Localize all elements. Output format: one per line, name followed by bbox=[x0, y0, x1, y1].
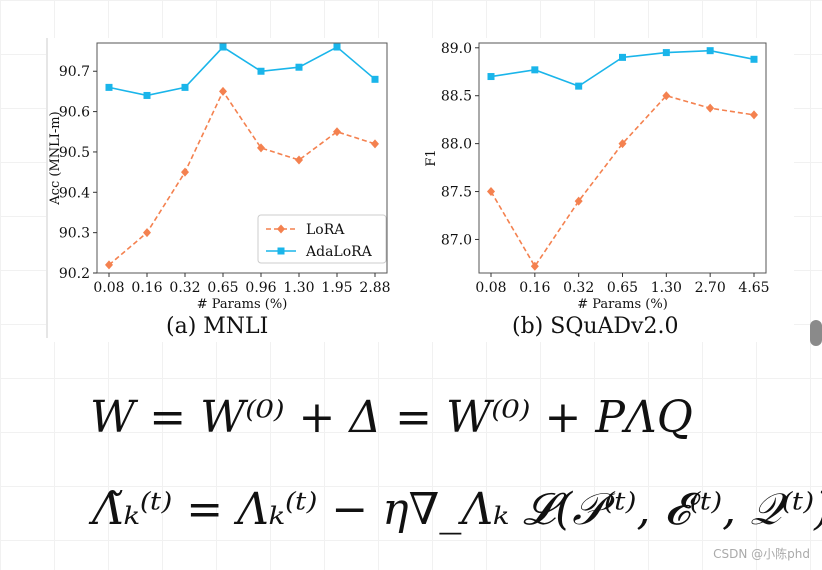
data-point-lora bbox=[662, 91, 671, 101]
y-tick-label: 90.6 bbox=[59, 105, 90, 121]
x-tick-label: 1.95 bbox=[321, 280, 352, 296]
data-point-lora bbox=[750, 110, 758, 120]
plot-frame bbox=[96, 42, 388, 274]
y-tick-label: 90.4 bbox=[59, 185, 90, 201]
data-point-adalora bbox=[333, 43, 341, 51]
figure-panel bbox=[48, 38, 794, 342]
x-tick-label: 0.96 bbox=[245, 280, 276, 296]
data-point-adalora bbox=[662, 49, 670, 57]
data-point-lora bbox=[487, 187, 495, 197]
legend-marker-adalora bbox=[277, 247, 285, 255]
x-tick-label: 0.16 bbox=[519, 280, 550, 296]
data-point-adalora bbox=[706, 47, 714, 55]
x-axis-label: # Params (%) bbox=[197, 297, 288, 312]
data-point-lora bbox=[618, 139, 627, 149]
data-point-adalora bbox=[295, 63, 303, 71]
data-point-lora bbox=[530, 261, 539, 271]
data-point-adalora bbox=[219, 43, 227, 51]
data-point-adalora bbox=[105, 83, 113, 91]
series-line-adalora bbox=[108, 46, 376, 97]
data-point-adalora bbox=[531, 66, 539, 74]
data-point-lora bbox=[295, 155, 303, 165]
y-tick-label: 87.5 bbox=[441, 185, 472, 201]
data-point-adalora bbox=[371, 75, 379, 83]
series-line-lora bbox=[490, 94, 755, 268]
formula-weight-decomposition: W = W⁽⁰⁾ + Δ = W⁽⁰⁾ + PΛQ bbox=[90, 392, 693, 443]
data-point-lora bbox=[371, 139, 379, 149]
x-tick-label: 0.65 bbox=[207, 280, 238, 296]
data-point-adalora bbox=[619, 53, 626, 61]
legend-label-adalora: AdaLoRA bbox=[305, 244, 373, 260]
x-tick-label: 0.65 bbox=[607, 280, 638, 296]
data-point-lora bbox=[257, 143, 265, 153]
caption-squad: (b) SQuADv2.0 bbox=[512, 314, 679, 339]
legend-marker-lora bbox=[277, 224, 285, 234]
x-tick-label: 0.08 bbox=[475, 280, 506, 296]
data-point-lora bbox=[219, 86, 227, 96]
scrollbar-thumb[interactable] bbox=[810, 320, 822, 346]
data-point-adalora bbox=[143, 91, 151, 99]
data-point-adalora bbox=[750, 55, 758, 63]
series-line-lora bbox=[108, 89, 376, 266]
data-point-lora bbox=[574, 196, 583, 206]
x-axis-label: # Params (%) bbox=[577, 297, 668, 312]
data-point-lora bbox=[143, 228, 151, 238]
x-tick-label: 0.32 bbox=[563, 280, 594, 296]
data-point-lora bbox=[181, 167, 189, 177]
data-point-lora bbox=[333, 127, 341, 137]
y-tick-label: 88.5 bbox=[441, 89, 472, 105]
x-tick-label: 0.32 bbox=[169, 280, 200, 296]
caption-mnli: (a) MNLI bbox=[166, 314, 269, 339]
x-tick-label: 1.30 bbox=[651, 280, 682, 296]
data-point-lora bbox=[105, 260, 113, 270]
y-tick-label: 90.5 bbox=[59, 145, 90, 161]
y-tick-label: 89.0 bbox=[441, 41, 472, 57]
chart-squad: 87.0 87.5 88.0 88.5 89.0 0.08 0.16 0.32 0.65 1.30… bbox=[424, 41, 770, 312]
legend-label-lora: LoRA bbox=[306, 222, 345, 238]
panel-edge bbox=[46, 38, 49, 338]
x-tick-label: 4.65 bbox=[738, 280, 769, 296]
x-tick-label: 2.88 bbox=[359, 280, 390, 296]
y-tick-label: 90.2 bbox=[59, 266, 90, 282]
data-point-lora bbox=[706, 103, 715, 113]
data-point-adalora bbox=[487, 73, 495, 81]
x-tick-label: 1.30 bbox=[283, 280, 314, 296]
x-tick-label: 2.70 bbox=[695, 280, 726, 296]
watermark-text: CSDN @小陈phd bbox=[713, 547, 810, 561]
y-tick-label: 90.7 bbox=[59, 64, 90, 80]
data-point-adalora bbox=[257, 67, 265, 75]
formula-singular-value-update: Λ̃ₖ⁽ᵗ⁾ = Λₖ⁽ᵗ⁾ − η∇_Λₖ 𝓛(𝒫⁽ᵗ⁾, 𝓔⁽ᵗ⁾, 𝒬⁽ᵗ… bbox=[92, 484, 822, 535]
y-axis-label: Acc (MNLI-m) bbox=[48, 111, 63, 205]
x-tick-label: 0.16 bbox=[131, 280, 162, 296]
chart-mnli: 90.2 90.3 90.4 90.5 90.6 90.7 0.08 0.16 0.32 0.65… bbox=[48, 42, 391, 312]
y-tick-label: 87.0 bbox=[441, 232, 472, 248]
data-point-adalora bbox=[575, 82, 583, 90]
data-point-adalora bbox=[181, 83, 189, 91]
y-tick-label: 90.3 bbox=[59, 226, 90, 242]
y-tick-label: 88.0 bbox=[441, 137, 472, 153]
y-axis-label: F1 bbox=[424, 149, 439, 166]
plot-frame bbox=[478, 42, 767, 274]
x-tick-label: 0.08 bbox=[93, 280, 124, 296]
